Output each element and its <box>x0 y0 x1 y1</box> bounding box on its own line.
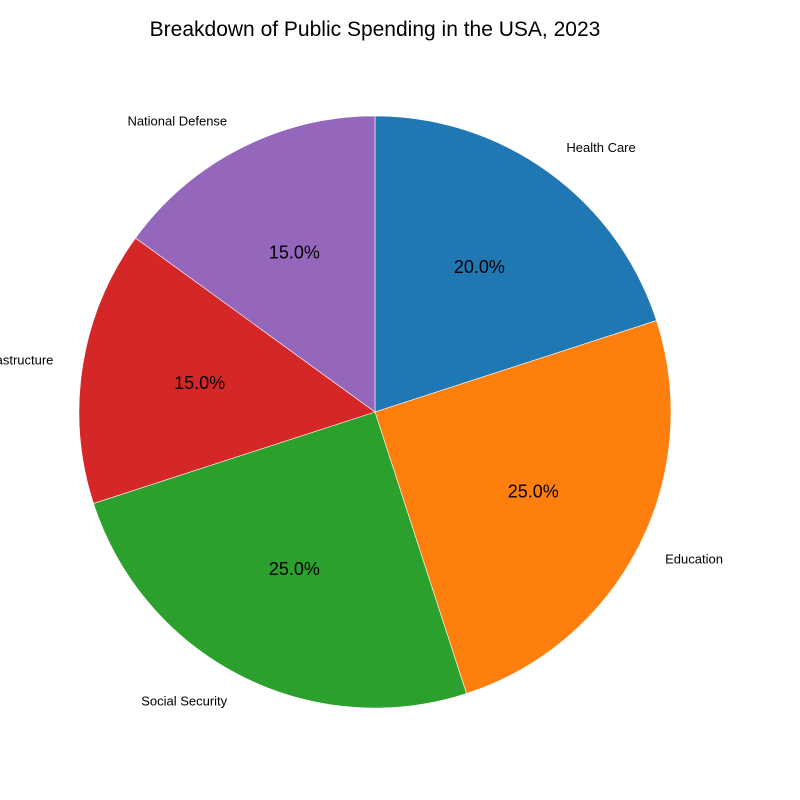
pct-label-national-defense: 15.0% <box>269 243 320 263</box>
pie-slice-social-security <box>93 411 467 709</box>
pie-slice-health-care <box>374 115 657 413</box>
slice-label-education: Education <box>665 551 723 566</box>
slice-label-health-care: Health Care <box>566 140 635 155</box>
pie-slice-infrastructure <box>78 237 376 504</box>
chart-title: Breakdown of Public Spending in the USA,… <box>150 18 601 41</box>
pie-labels: Health Care 20.0% Education 25.0% Social Sec… <box>0 113 723 708</box>
pct-label-infrastructure: 15.0% <box>174 373 225 393</box>
pie-slices <box>78 115 672 709</box>
slice-label-infrastructure: Infrastructure <box>0 353 53 368</box>
pct-label-education: 25.0% <box>508 481 559 501</box>
pie-slice-national-defense <box>135 115 376 413</box>
pct-label-health-care: 20.0% <box>454 257 505 277</box>
pct-label-social-security: 25.0% <box>269 559 320 579</box>
pie-slice-education <box>374 320 672 694</box>
slice-label-national-defense: National Defense <box>127 113 227 128</box>
slice-label-social-security: Social Security <box>141 694 227 709</box>
